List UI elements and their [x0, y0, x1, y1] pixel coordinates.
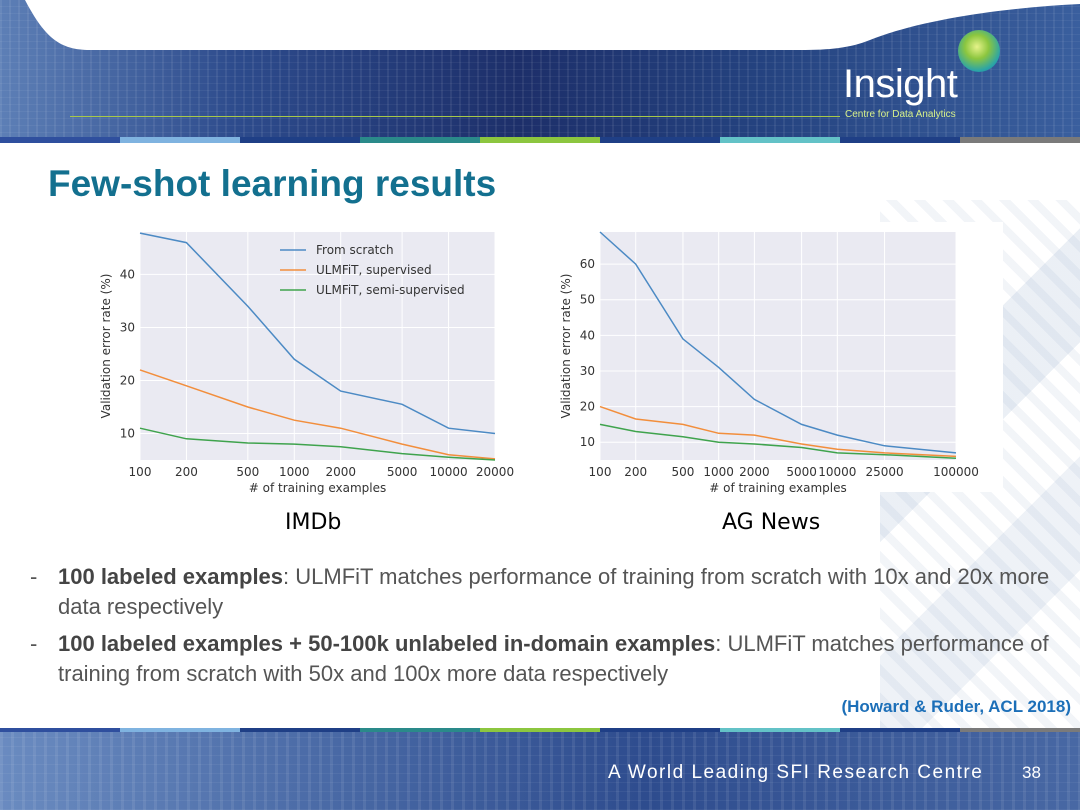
legend-label: ULMFiT, semi-supervised — [316, 283, 465, 297]
citation: (Howard & Ruder, ACL 2018) — [841, 697, 1071, 716]
y-tick-label: 10 — [580, 435, 595, 449]
color-bar-segment — [240, 728, 360, 732]
bullet-list: - 100 labeled examples: ULMFiT matches p… — [30, 562, 1060, 696]
color-bar-segment — [120, 137, 240, 143]
x-tick-label: 100 — [129, 465, 152, 479]
page-number: 38 — [1022, 763, 1041, 782]
bullet-text: : ULMFiT matches performance of training… — [58, 631, 1049, 686]
x-tick-label: 5000 — [786, 465, 817, 479]
color-bar-segment — [480, 137, 600, 143]
plot-area — [600, 232, 956, 460]
slide-title: Few-shot learning results — [48, 163, 497, 204]
x-tick-label: 2000 — [739, 465, 770, 479]
footer-color-bar — [0, 728, 1080, 732]
x-tick-label: 500 — [236, 465, 259, 479]
series-line — [599, 405, 957, 458]
header-banner: Insight Centre for Data Analytics — [0, 0, 1080, 140]
x-axis-label: # of training examples — [249, 481, 386, 495]
color-bar-segment — [480, 728, 600, 732]
color-bar-segment — [840, 728, 960, 732]
bullet-bold: 100 labeled examples — [58, 564, 284, 589]
y-tick-label: 50 — [580, 293, 595, 307]
legend-label: ULMFiT, supervised — [316, 263, 432, 277]
header-curve — [0, 0, 1080, 50]
color-bar-segment — [720, 728, 840, 732]
bullet-dash: - — [30, 631, 38, 656]
bullet-text: : ULMFiT matches performance of training… — [58, 564, 1050, 619]
chart-panel: 10 20 30 40 100 200 500 1000 2000 5000 10000 20000 #… — [95, 222, 1003, 495]
logo-wordmark: Insight — [843, 62, 958, 106]
legend-label: From scratch — [316, 243, 394, 257]
y-tick-label: 30 — [580, 364, 595, 378]
x-axis-label: # of training examples — [709, 481, 846, 495]
bullet-dash: - — [30, 564, 38, 589]
x-tick-label: 25000 — [865, 465, 903, 479]
y-tick-label: 20 — [120, 373, 135, 387]
chart-caption-imdb: IMDb — [285, 510, 342, 535]
header-color-bar — [0, 137, 1080, 143]
chart-ag-news: 10 20 30 40 50 60 100 200 500 1000 2000 5000 10000 25… — [559, 231, 979, 495]
color-bar-segment — [600, 728, 720, 732]
insight-logo-icon — [958, 30, 1000, 72]
series-line — [139, 369, 496, 460]
bullet-item: - 100 labeled examples: ULMFiT matches p… — [30, 562, 1060, 622]
bullet-item: - 100 labeled examples + 50-100k unlabel… — [30, 629, 1060, 689]
x-tick-label: 5000 — [387, 465, 418, 479]
y-axis-label: Validation error rate (%) — [99, 274, 113, 419]
color-bar-segment — [360, 137, 480, 143]
x-tick-label: 100000 — [933, 465, 979, 479]
color-bar-segment — [960, 728, 1080, 732]
x-tick-label: 500 — [671, 465, 694, 479]
color-bar-segment — [960, 137, 1080, 143]
color-bar-segment — [0, 137, 120, 143]
logo-subtitle: Centre for Data Analytics — [845, 109, 956, 120]
x-tick-label: 100 — [589, 465, 612, 479]
bullet-bold: 100 labeled examples + 50-100k unlabeled… — [58, 631, 716, 656]
color-bar-segment — [720, 137, 840, 143]
y-tick-label: 40 — [120, 267, 135, 281]
y-tick-label: 60 — [580, 257, 595, 271]
series-line — [599, 231, 957, 454]
chart-imdb: 10 20 30 40 100 200 500 1000 2000 5000 10000 20000 #… — [99, 232, 514, 495]
x-tick-label: 200 — [175, 465, 198, 479]
x-tick-label: 1000 — [279, 465, 310, 479]
color-bar-segment — [0, 728, 120, 732]
x-tick-label: 2000 — [325, 465, 356, 479]
y-axis-label: Validation error rate (%) — [559, 274, 573, 419]
color-bar-segment — [600, 137, 720, 143]
y-tick-label: 20 — [580, 400, 595, 414]
footer-texture — [0, 728, 1080, 810]
series-line — [599, 423, 957, 459]
color-bar-segment — [360, 728, 480, 732]
footer-tagline: A World Leading SFI Research Centre — [608, 762, 984, 783]
series-line — [139, 427, 496, 461]
x-tick-label: 10000 — [429, 465, 467, 479]
chart-caption-ag-news: AG News — [722, 510, 821, 535]
color-bar-segment — [240, 137, 360, 143]
y-tick-label: 30 — [120, 320, 135, 334]
series-line — [139, 232, 496, 435]
x-tick-label: 20000 — [476, 465, 514, 479]
footer-banner: A World Leading SFI Research Centre 38 — [0, 728, 1080, 810]
color-bar-segment — [120, 728, 240, 732]
x-tick-label: 10000 — [818, 465, 856, 479]
y-tick-label: 40 — [580, 328, 595, 342]
header-divider-line — [70, 116, 840, 117]
color-bar-segment — [840, 137, 960, 143]
y-tick-label: 10 — [120, 426, 135, 440]
x-tick-label: 200 — [624, 465, 647, 479]
x-tick-label: 1000 — [703, 465, 734, 479]
